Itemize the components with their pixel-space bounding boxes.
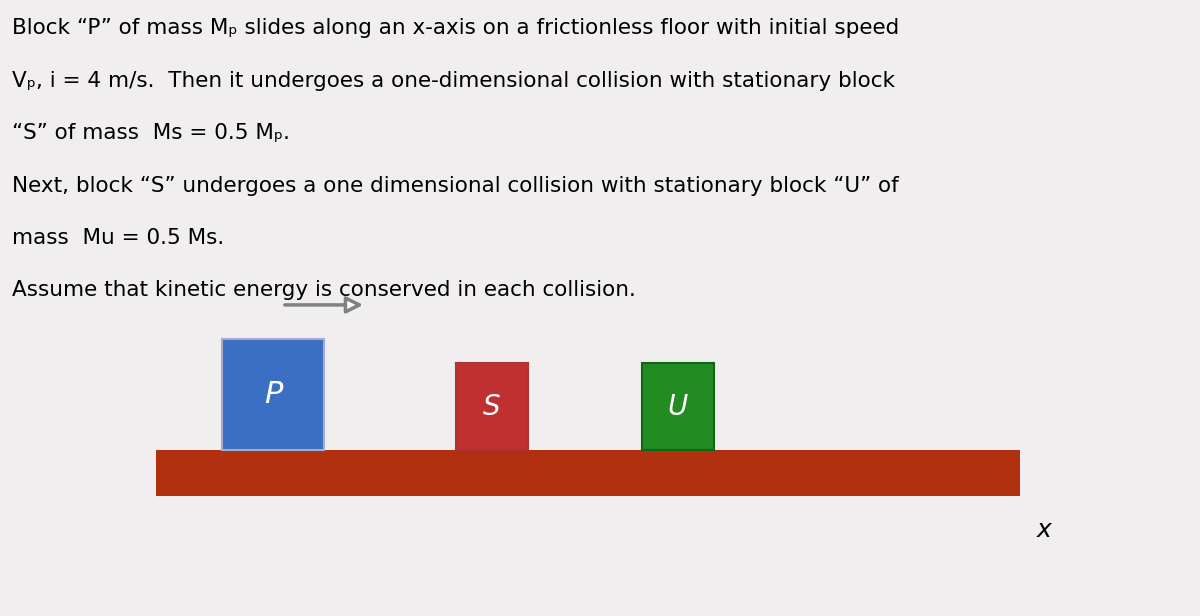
Text: “S” of mass  Ms = 0.5 Mₚ.: “S” of mass Ms = 0.5 Mₚ. bbox=[12, 123, 290, 143]
Text: x: x bbox=[1037, 518, 1051, 541]
FancyBboxPatch shape bbox=[642, 363, 714, 450]
Text: U: U bbox=[668, 392, 688, 421]
FancyBboxPatch shape bbox=[456, 363, 528, 450]
FancyBboxPatch shape bbox=[156, 450, 1020, 496]
Text: Vₚ, i = 4 m/s.  Then it undergoes a one-dimensional collision with stationary bl: Vₚ, i = 4 m/s. Then it undergoes a one-d… bbox=[12, 71, 895, 91]
FancyBboxPatch shape bbox=[222, 339, 324, 450]
Text: Assume that kinetic energy is conserved in each collision.: Assume that kinetic energy is conserved … bbox=[12, 280, 636, 300]
Text: Block “P” of mass Mₚ slides along an x-axis on a frictionless floor with initial: Block “P” of mass Mₚ slides along an x-a… bbox=[12, 18, 899, 38]
Text: S: S bbox=[484, 392, 500, 421]
Text: P: P bbox=[264, 379, 282, 409]
Text: Next, block “S” undergoes a one dimensional collision with stationary block “U” : Next, block “S” undergoes a one dimensio… bbox=[12, 176, 899, 195]
Text: mass  Mu = 0.5 Ms.: mass Mu = 0.5 Ms. bbox=[12, 228, 224, 248]
